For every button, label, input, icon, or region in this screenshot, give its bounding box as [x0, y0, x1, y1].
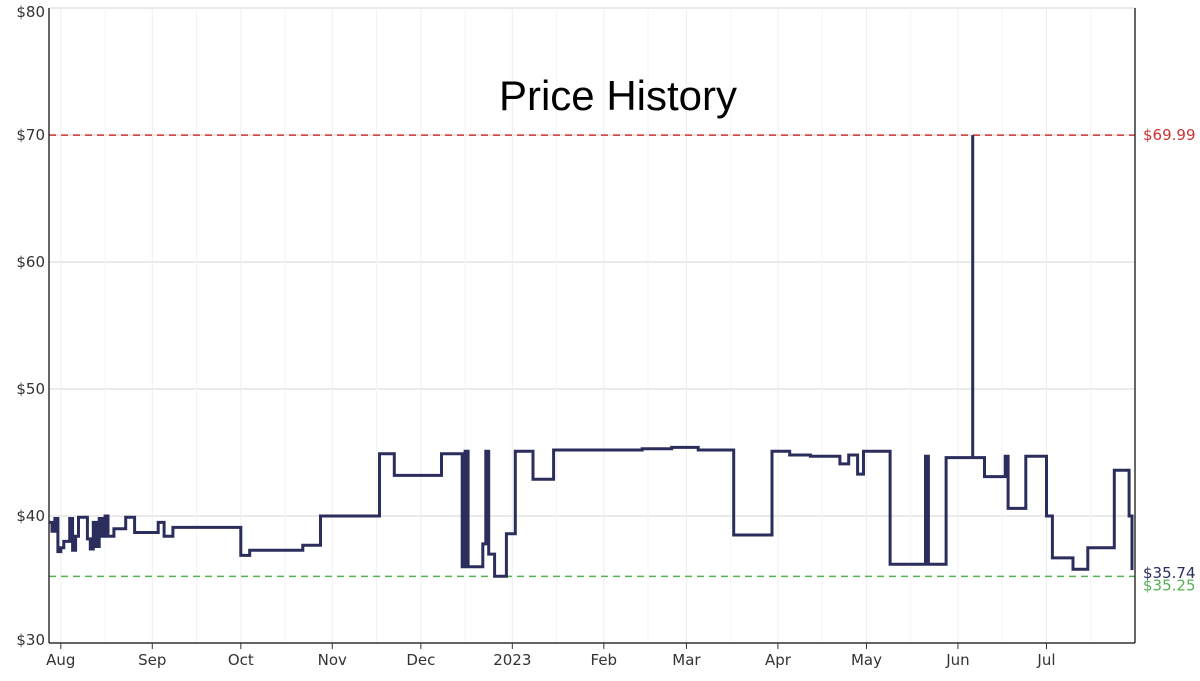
price-series-line — [49, 135, 1134, 578]
chart-title: Price History — [499, 72, 737, 119]
x-tick-label: Nov — [318, 651, 347, 669]
x-tick-label: Feb — [591, 651, 618, 669]
y-tick-label: $70 — [16, 126, 45, 144]
x-tick-label: Jun — [945, 651, 969, 669]
y-tick-labels: $30 $40 $50 $60 $70 $80 — [16, 3, 45, 649]
y-tick-label: $50 — [16, 380, 45, 398]
x-tick-label: Apr — [765, 651, 792, 669]
x-tick-label: Sep — [138, 651, 166, 669]
current-price-label: $35.74 — [1143, 564, 1196, 582]
x-tick-label: Jul — [1036, 651, 1055, 669]
reference-labels: $69.99 $35.25$35.74 — [1143, 126, 1196, 594]
reference-label: $35.25 — [1143, 576, 1196, 594]
x-tick-labels: Aug Sep Oct Nov Dec 2023 Feb Mar Apr May Jun Jul — [46, 643, 1056, 669]
x-tick-label: Dec — [406, 651, 435, 669]
reference-label: $69.99 — [1143, 126, 1196, 144]
y-tick-label: $80 — [16, 3, 45, 21]
reference-lines — [49, 134, 1135, 578]
x-tick-label: May — [851, 651, 882, 669]
x-tick-label: 2023 — [493, 651, 531, 669]
y-tick-label: $40 — [16, 507, 45, 525]
x-tick-label: Mar — [672, 651, 701, 669]
y-tick-label: $30 — [16, 631, 45, 649]
y-tick-label: $60 — [16, 253, 45, 271]
x-tick-label: Oct — [228, 651, 254, 669]
x-tick-label: Aug — [46, 651, 75, 669]
